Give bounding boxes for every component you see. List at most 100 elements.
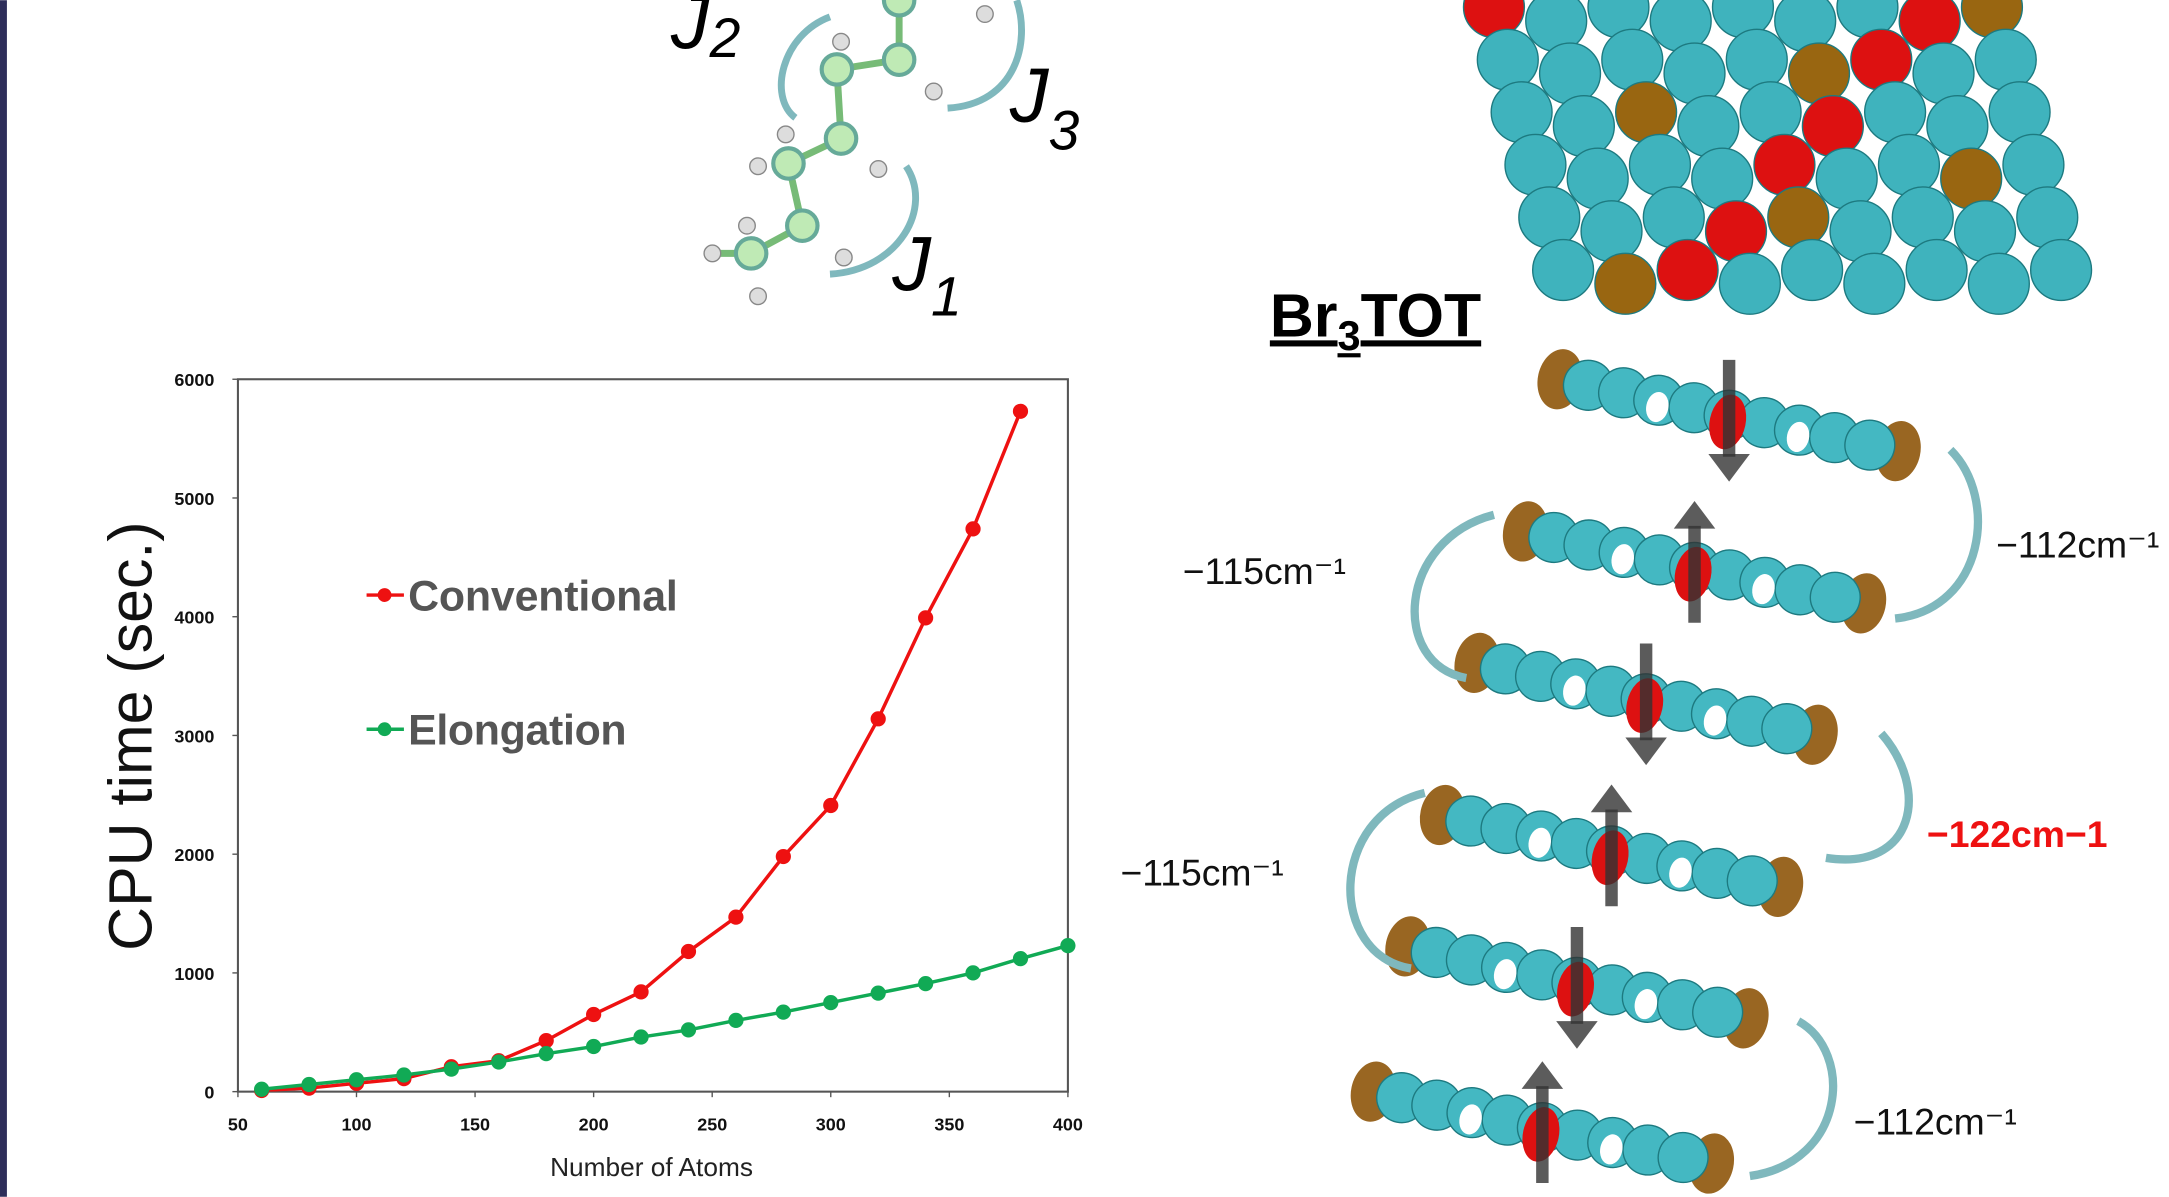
- atom: [1955, 201, 2016, 262]
- series-line: [262, 946, 1068, 1090]
- atom: [1975, 29, 2036, 90]
- atom: [2017, 187, 2078, 248]
- y-tick-label: 3000: [174, 726, 214, 746]
- page: J2 J3 J1 Br3TOT −112cm⁻¹ −115cm⁻¹ −122cm…: [0, 0, 2169, 1197]
- atom: [1989, 82, 2050, 143]
- atom: [1519, 187, 1580, 248]
- data-point: [965, 965, 980, 980]
- atom: [2031, 240, 2092, 301]
- data-point: [633, 984, 648, 999]
- data-point: [349, 1072, 364, 1087]
- y-tick-label: 4000: [174, 608, 214, 628]
- atom: [1491, 82, 1552, 143]
- data-point: [633, 1029, 648, 1044]
- atom: [1802, 96, 1863, 157]
- plot-frame: [238, 379, 1068, 1091]
- atom: [1968, 253, 2029, 314]
- atom: [2003, 134, 2064, 195]
- data-point: [681, 1022, 696, 1037]
- legend-label: Elongation: [408, 706, 627, 754]
- spin-arrowhead: [1625, 738, 1666, 766]
- atom: [1789, 43, 1850, 104]
- coupling-label: −122cm−1: [1927, 813, 2108, 855]
- data-point: [681, 944, 696, 959]
- atom: [1477, 29, 1538, 90]
- stack-image: [1344, 345, 1926, 1197]
- atom: [1678, 96, 1739, 157]
- y-tick-label: 0: [204, 1083, 214, 1103]
- x-tick-label: 150: [460, 1114, 490, 1134]
- atom: [1906, 240, 1967, 301]
- crystal-image: [1464, 0, 2092, 314]
- data-point: [539, 1046, 554, 1061]
- atom: [1892, 187, 1953, 248]
- x-axis-label: Number of Atoms: [550, 1152, 753, 1182]
- atom: [1643, 187, 1704, 248]
- data-point: [1060, 938, 1075, 953]
- atom: [1927, 96, 1988, 157]
- atom: [1602, 29, 1663, 90]
- slide: J2 J3 J1 Br3TOT −112cm⁻¹ −115cm⁻¹ −122cm…: [0, 0, 2169, 1197]
- atom: [1657, 240, 1718, 301]
- atom: [1664, 43, 1725, 104]
- atom: [1706, 201, 1767, 262]
- atom: [1533, 240, 1594, 301]
- x-tick-label: 50: [228, 1114, 248, 1134]
- atom: [1553, 96, 1614, 157]
- molecule-part: Br: [1270, 281, 1338, 349]
- data-point: [254, 1082, 269, 1097]
- data-point: [444, 1061, 459, 1076]
- data-point: [728, 909, 743, 924]
- j1-label: J1: [891, 222, 962, 328]
- j-letter: J: [891, 222, 932, 308]
- data-point: [491, 1054, 506, 1069]
- atom: [1719, 253, 1780, 314]
- atom: [1505, 134, 1566, 195]
- spin-arrowhead: [1522, 1061, 1563, 1089]
- atom: [1830, 201, 1891, 262]
- atom: [1865, 82, 1926, 143]
- atom: [1768, 187, 1829, 248]
- y-tick-label: 6000: [174, 370, 214, 390]
- x-tick-label: 350: [934, 1114, 964, 1134]
- atom: [1692, 148, 1753, 209]
- spin-arrowhead: [1708, 454, 1749, 482]
- atom: [1913, 43, 1974, 104]
- x-tick-label: 200: [579, 1114, 609, 1134]
- data-point: [539, 1033, 554, 1048]
- data-point: [918, 976, 933, 991]
- molecule-name: Br3TOT: [1270, 281, 1481, 359]
- j-letter: J: [1009, 53, 1050, 139]
- data-point: [871, 985, 886, 1000]
- molecule-sub: 3: [1338, 312, 1361, 359]
- j-sub: 2: [709, 7, 741, 69]
- atom: [1941, 148, 2002, 209]
- j-sub: 3: [1049, 100, 1080, 162]
- spin-arrowhead: [1591, 785, 1632, 813]
- data-point: [396, 1067, 411, 1082]
- atom: [1616, 82, 1677, 143]
- chain-molecule: [704, 0, 993, 305]
- atom: [1595, 253, 1656, 314]
- coupling-label: −112cm⁻¹: [1854, 1101, 2017, 1143]
- y-tick-label: 1000: [174, 964, 214, 984]
- j2-label: J2: [670, 0, 741, 69]
- data-point: [918, 610, 933, 625]
- j3-label: J3: [1009, 53, 1080, 162]
- atom: [1740, 82, 1801, 143]
- atom: [1816, 148, 1877, 209]
- legend-marker: [378, 722, 392, 736]
- data-point: [823, 798, 838, 813]
- data-point: [776, 849, 791, 864]
- data-point: [823, 995, 838, 1010]
- atom: [1540, 43, 1601, 104]
- x-tick-label: 100: [342, 1114, 372, 1134]
- atom: [1581, 201, 1642, 262]
- molecule-part: TOT: [1361, 281, 1482, 349]
- atom: [1754, 134, 1815, 195]
- data-point: [586, 1007, 601, 1022]
- legend-label: Conventional: [408, 572, 678, 620]
- atom: [1567, 148, 1628, 209]
- atom: [1879, 134, 1940, 195]
- coupling-label: −115cm⁻¹: [1120, 852, 1283, 894]
